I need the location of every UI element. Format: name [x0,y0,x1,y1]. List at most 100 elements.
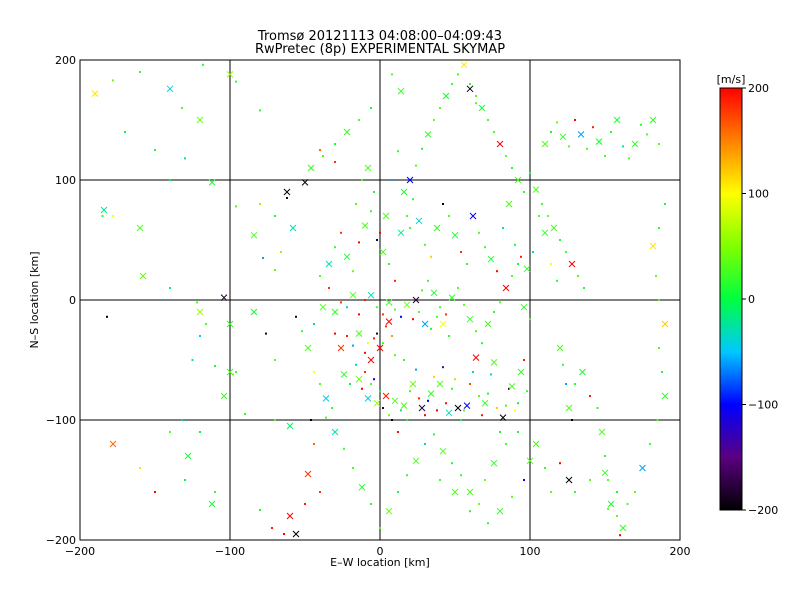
data-point [373,399,381,407]
data-point [649,242,657,250]
data-point [526,457,534,465]
data-point [370,503,372,505]
x-tick-label: −200 [65,545,95,558]
data-point [532,440,540,448]
data-point [496,270,498,273]
data-point [484,479,486,481]
data-point [136,224,144,232]
data-point [607,500,615,508]
chart-title: Tromsø 20121113 04:08:00–04:09:43 [257,29,502,44]
data-point [451,231,459,239]
data-point [304,344,312,352]
data-point [646,133,648,136]
data-point [403,359,405,361]
data-point [640,123,642,126]
data-point [460,474,462,477]
data-point [412,318,414,321]
data-point [358,313,360,316]
data-point [478,231,480,234]
data-point [337,344,345,352]
colorbar-tick-label: −200 [748,504,778,517]
data-point [562,363,564,366]
data-point [259,509,261,511]
data-point [358,241,360,244]
data-point [655,275,657,277]
data-point [304,503,306,505]
data-point [379,248,387,256]
data-point [619,534,621,537]
data-point [424,131,432,138]
data-point [610,131,612,133]
data-point [418,397,420,400]
data-point [355,203,357,205]
data-point [616,491,618,493]
data-point [592,126,594,129]
data-point [331,428,339,436]
data-point [427,390,435,397]
grid-lines [80,60,680,540]
data-point [367,291,375,299]
data-point [394,279,396,282]
data-point [334,143,336,145]
data-point [541,140,549,148]
data-point [445,402,447,405]
data-point [511,495,513,498]
data-point [274,419,276,421]
data-point [340,231,342,234]
data-point [322,395,330,402]
data-point [532,186,540,193]
data-point [439,479,441,481]
data-point [583,287,585,289]
data-point [232,373,234,376]
data-point [505,404,507,407]
data-point [397,491,399,493]
data-point [343,253,351,261]
data-point [478,395,480,397]
data-point [391,335,393,337]
y-tick-label: −200 [46,534,76,547]
data-point [391,179,393,181]
data-point [139,71,141,73]
data-point [340,301,342,304]
data-point [220,392,228,400]
data-point [361,222,369,229]
data-point [466,263,468,265]
data-point [379,527,381,529]
data-point [274,269,276,271]
data-point [400,188,408,196]
data-point [385,507,393,515]
data-point [340,371,348,378]
data-point [430,289,438,297]
data-point [472,371,474,373]
data-point [382,407,384,409]
data-point [301,330,303,333]
data-point [436,315,438,318]
data-point [622,145,624,148]
data-point [541,203,543,205]
data-point [400,315,402,318]
data-point [517,263,519,265]
data-point [319,275,321,277]
data-point [514,176,522,184]
data-point [106,315,108,318]
data-point [457,287,459,289]
data-point [433,375,435,378]
data-point [589,395,591,397]
data-point [196,116,204,124]
data-point [250,231,258,239]
data-point [556,344,564,352]
data-point [430,327,432,330]
data-point [101,215,104,217]
data-point [424,243,426,246]
data-point [325,260,333,268]
data-point [376,239,378,241]
data-point [112,215,114,217]
data-point [139,467,141,469]
data-point [502,284,510,292]
y-axis-ticks: −200 −100 0 100 200 [46,54,86,547]
data-point [472,354,480,361]
data-point [571,419,573,421]
data-point [409,227,411,229]
chart-subtitle: RwPretec (8p) EXPERIMENTAL SKYMAP [255,42,505,57]
data-point [664,203,666,205]
